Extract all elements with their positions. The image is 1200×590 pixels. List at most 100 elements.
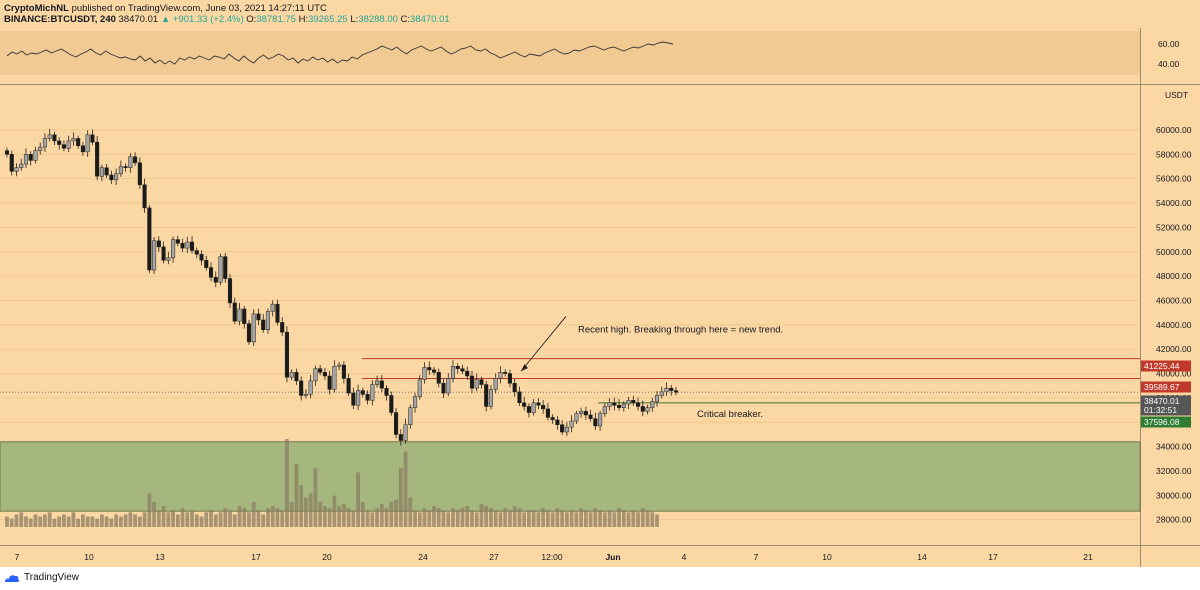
candle-body — [147, 207, 152, 271]
candle-body — [294, 372, 299, 382]
candle-body — [4, 150, 10, 155]
candle-body — [654, 395, 660, 402]
candle-body — [189, 241, 195, 251]
price-tick-label: 58000.00 — [1156, 149, 1192, 159]
price-tick-label: 56000.00 — [1156, 174, 1192, 184]
volume-bar — [285, 439, 289, 527]
candle-body — [337, 364, 342, 367]
time-tick-label: 4 — [682, 552, 687, 562]
candle-body — [360, 390, 365, 395]
tradingview-logo[interactable]: TradingView — [4, 572, 79, 583]
candle-body — [579, 411, 584, 415]
rsi-line — [6, 41, 674, 65]
volume-bar — [99, 514, 104, 527]
price-tick-label: 34000.00 — [1156, 442, 1192, 452]
volume-bar — [436, 508, 441, 527]
candle-body — [412, 396, 418, 408]
published-info: published on TradingView.com, June 03, 2… — [71, 3, 327, 14]
candle-body — [441, 383, 446, 394]
candle-body — [9, 154, 14, 172]
candle-body — [659, 391, 664, 396]
arrow-head — [521, 364, 528, 372]
candle-body — [612, 402, 617, 406]
candle-body — [114, 173, 119, 181]
candle-body — [85, 134, 90, 153]
volume-bar — [498, 512, 503, 527]
volume-bar — [28, 518, 33, 527]
volume-bar — [14, 514, 19, 527]
volume-bar — [631, 510, 636, 527]
candle-body — [431, 369, 437, 373]
volume-bar — [218, 512, 223, 527]
chart-annotation: Recent high. Breaking through here = new… — [578, 325, 783, 336]
volume-bar — [232, 514, 237, 527]
volume-bar — [304, 497, 308, 527]
price-chart[interactable]: 40.00 60.00 28000.00 30000.00 32000.00 34000.… — [0, 0, 1200, 567]
candle-body — [99, 167, 104, 177]
volume-bar — [81, 514, 85, 527]
candle-body — [356, 390, 361, 406]
candle-body — [128, 156, 133, 168]
chart-header: CryptoMichNL published on TradingView.co… — [0, 0, 1200, 26]
volume-bar — [109, 518, 114, 527]
volume-bar — [346, 508, 351, 527]
candle-body — [185, 241, 190, 249]
candle-body — [80, 145, 85, 153]
volume-bar — [180, 508, 185, 527]
price-badge-label: 38470.01 — [1144, 396, 1180, 406]
volume-bar — [190, 510, 194, 527]
candle-body — [208, 267, 214, 278]
volume-bar — [484, 506, 489, 527]
volume-bar — [66, 516, 71, 527]
volume-bar — [413, 510, 417, 527]
volume-bar — [384, 508, 389, 527]
volume-bar — [588, 512, 593, 527]
volume-bar — [166, 512, 171, 527]
candle-body — [61, 144, 66, 149]
volume-bar — [156, 510, 161, 527]
candle-body — [346, 378, 351, 394]
symbol-label[interactable]: BINANCE:BTCUSDT, 240 — [4, 14, 116, 25]
volume-bar — [602, 512, 607, 527]
volume-bar — [242, 508, 247, 527]
candle-body — [109, 174, 114, 181]
volume-bar — [38, 516, 43, 527]
candle-body — [23, 154, 29, 165]
volume-bar — [261, 514, 266, 527]
candle-body — [95, 141, 100, 177]
time-tick-label: 20 — [322, 552, 332, 562]
volume-bar — [76, 518, 81, 527]
candle-body — [541, 404, 546, 410]
candle-body — [280, 322, 285, 333]
candle-body — [607, 402, 612, 407]
rsi-tick-label: 40.00 — [1158, 59, 1180, 69]
low-value: 38288.00 — [358, 14, 398, 25]
volume-bar — [474, 512, 479, 527]
volume-bar — [137, 516, 142, 527]
publish-line: CryptoMichNL published on TradingView.co… — [4, 3, 327, 14]
volume-bar — [427, 510, 432, 527]
open-label: O: — [246, 14, 257, 25]
candle-body — [446, 378, 451, 394]
candle-body — [38, 146, 43, 151]
price-badge — [1141, 395, 1191, 407]
candle-body — [379, 380, 384, 389]
volume-bar — [85, 516, 90, 527]
candle-body — [180, 242, 185, 249]
close-value: 38470.01 — [410, 14, 450, 25]
volume-bar — [574, 512, 579, 527]
publisher-name[interactable]: CryptoMichNL — [4, 3, 69, 14]
candle-body — [204, 260, 209, 268]
up-triangle-icon: ▲ — [160, 14, 171, 25]
volume-bar — [555, 508, 560, 527]
volume-bar — [256, 510, 261, 527]
candle-body — [232, 302, 237, 322]
volume-bar — [228, 510, 232, 527]
candle-body — [199, 253, 204, 261]
candle-body — [66, 140, 71, 149]
volume-bar — [209, 510, 213, 527]
candle-body — [47, 134, 52, 139]
volume-bar — [389, 501, 394, 527]
candle-body — [76, 138, 81, 147]
volume-bar — [133, 514, 138, 527]
